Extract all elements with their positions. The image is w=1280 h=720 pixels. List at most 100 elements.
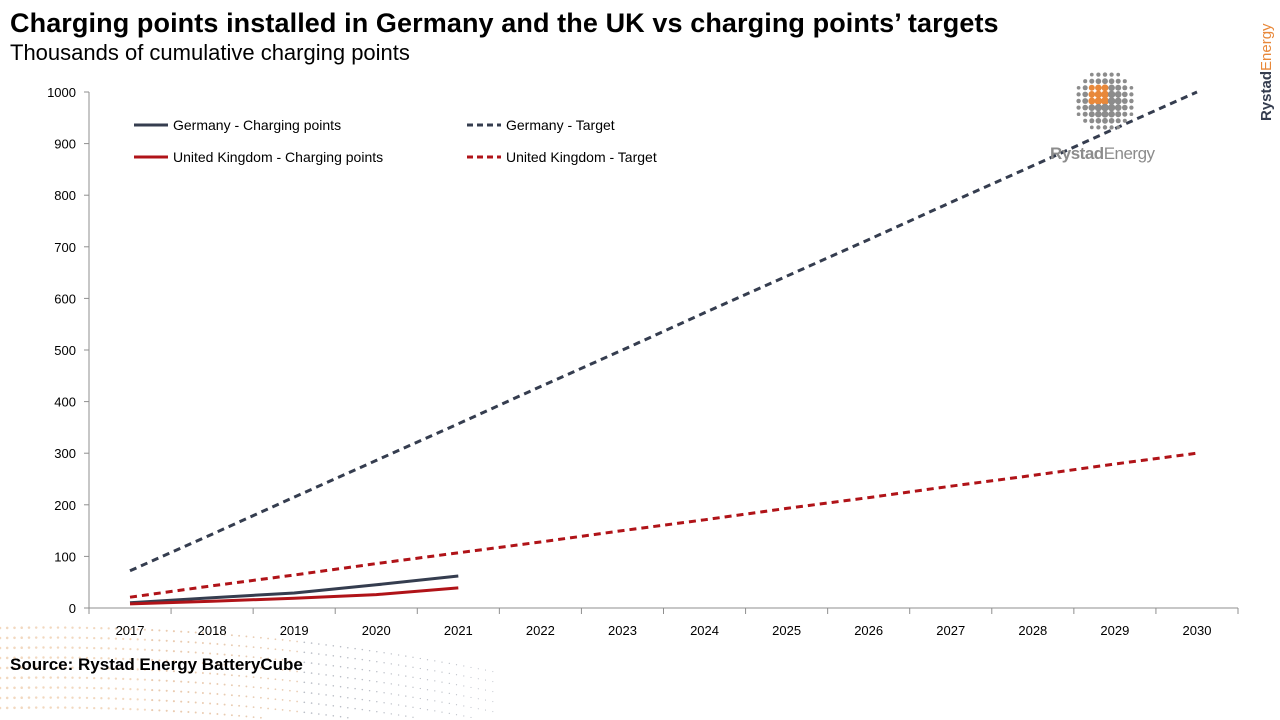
decor-dot (85, 656, 89, 660)
decor-dot (71, 686, 74, 689)
decor-dot (194, 651, 197, 654)
decor-dot (434, 700, 436, 702)
decor-dot (245, 715, 248, 718)
decor-dot (56, 636, 60, 639)
decor-dot (158, 699, 161, 702)
decor-dot (252, 716, 255, 718)
series-line-germany-target (129, 90, 1198, 573)
decor-dot (27, 646, 31, 649)
decor-dot (397, 684, 400, 686)
decor-dot (325, 654, 327, 656)
globe-dot (1089, 72, 1094, 77)
decor-dot (78, 636, 81, 639)
decor-dot (151, 699, 154, 702)
decor-dot (63, 686, 67, 689)
decor-dot (20, 626, 23, 629)
decor-dot (455, 704, 458, 706)
decor-dot (484, 699, 487, 701)
decor-dot (296, 680, 298, 683)
x-tick-label: 2024 (690, 623, 719, 638)
decor-dot (216, 713, 219, 715)
decor-dot (165, 689, 168, 692)
decor-dot (27, 706, 31, 709)
decor-dot (390, 693, 392, 695)
legend-label-uk-charging-points: United Kingdom - Charging points (173, 149, 383, 165)
decor-dot (303, 671, 306, 674)
decor-dot (383, 702, 385, 704)
decor-dot (390, 673, 392, 675)
decor-dot (281, 679, 284, 681)
globe-dot (1082, 85, 1088, 91)
side-brand-energy: Energy (1258, 23, 1275, 71)
decor-dot (165, 649, 168, 652)
globe-dot (1088, 84, 1095, 91)
decor-dot (42, 636, 45, 639)
decor-dot (143, 688, 146, 691)
decor-dot (158, 679, 161, 682)
decor-dot (63, 676, 67, 679)
decor-dot (209, 642, 212, 645)
decor-dot (194, 641, 197, 644)
decor-dot (455, 694, 458, 696)
decor-dot (71, 706, 74, 709)
globe-dot (1121, 104, 1128, 111)
decor-dot (49, 636, 52, 639)
decor-dot (201, 692, 204, 694)
decor-dot (347, 656, 349, 659)
decor-dot (93, 646, 96, 650)
decor-dot (194, 711, 197, 714)
decor-dot (223, 643, 226, 646)
decor-dot (143, 708, 146, 711)
decor-dot (209, 712, 212, 715)
globe-dot (1094, 103, 1103, 112)
decor-dot (376, 710, 378, 713)
decor-dot (13, 646, 16, 650)
decor-dot (238, 684, 241, 687)
decor-dot (325, 664, 327, 666)
decor-dot (187, 630, 190, 634)
decor-dot (20, 696, 23, 699)
decor-dot (151, 709, 154, 712)
decor-dot (376, 650, 378, 653)
decor-dot (318, 693, 320, 695)
decor-dot (56, 686, 60, 689)
decor-dot (318, 673, 320, 675)
decor-dot (245, 695, 248, 698)
decor-dot (5, 666, 9, 670)
globe-dot (1108, 84, 1115, 92)
decor-dot (187, 660, 190, 664)
globe-dot (1076, 98, 1081, 104)
decor-dot (136, 708, 139, 711)
decor-dot (303, 701, 306, 704)
decor-dot (143, 668, 146, 671)
decor-dot (143, 658, 146, 661)
decor-dot (209, 682, 212, 685)
decor-dot (405, 695, 407, 697)
decor-dot (158, 709, 161, 712)
decor-dot (238, 654, 241, 657)
decor-dot (56, 666, 60, 669)
decor-dot (71, 696, 74, 699)
decor-dot (419, 687, 421, 690)
decor-dot (129, 668, 132, 671)
decor-dot (260, 696, 262, 699)
decor-dot (310, 712, 313, 714)
decor-dot (165, 679, 168, 682)
decor-dot (194, 681, 197, 684)
legend: Germany - Charging points United Kingdom… (134, 117, 657, 165)
decor-dot (383, 682, 385, 684)
decor-dot (492, 711, 494, 713)
decor-dot (56, 706, 60, 709)
decor-dot (230, 644, 233, 647)
globe-dot (1101, 90, 1109, 99)
globe-dot (1082, 98, 1089, 104)
decor-dot (201, 632, 204, 634)
decor-dot (325, 684, 327, 686)
x-axis: 2017 2018 2019 2020 2021 2022 2023 2024 2025 2026… (88, 608, 1239, 638)
decor-dot (455, 664, 458, 666)
series-line-united-kingdom-target (129, 451, 1198, 599)
decor-dot (405, 665, 407, 667)
decor-dot (187, 650, 190, 654)
decor-dot (0, 696, 2, 700)
decor-dot (260, 666, 262, 669)
